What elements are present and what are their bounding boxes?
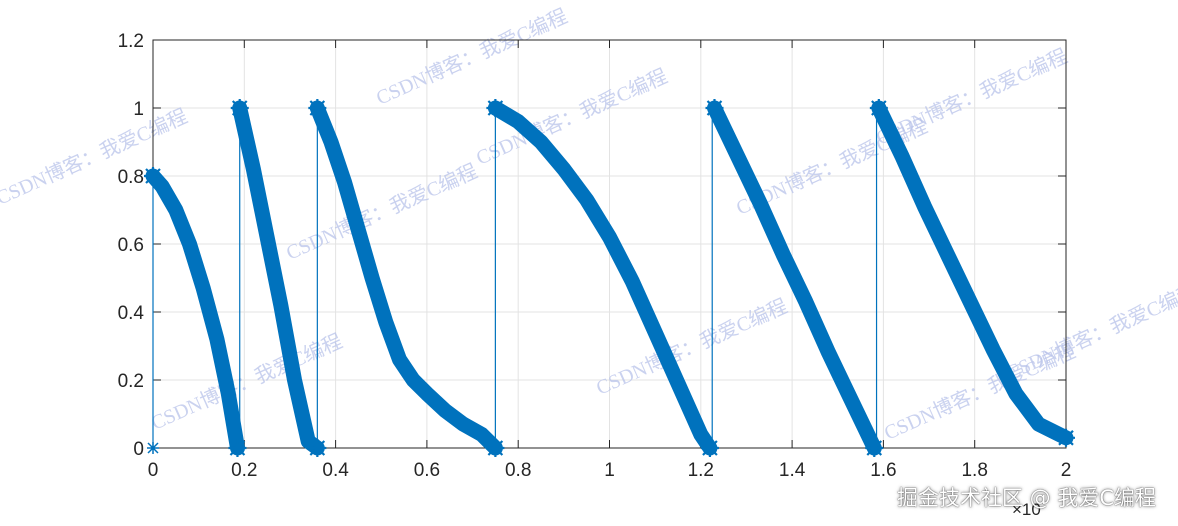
series bbox=[144, 99, 1075, 457]
series-segment bbox=[871, 100, 1074, 446]
y-tick-label: 1 bbox=[133, 99, 144, 120]
series-segment bbox=[487, 100, 718, 456]
series-segment bbox=[309, 100, 503, 456]
star-marker bbox=[308, 439, 327, 457]
star-marker bbox=[1057, 428, 1075, 447]
series-segment bbox=[232, 100, 325, 456]
star-marker bbox=[144, 167, 162, 185]
star-marker bbox=[869, 99, 888, 117]
star-marker bbox=[486, 99, 505, 117]
x-tick-label: 1.6 bbox=[870, 460, 896, 481]
star-marker bbox=[228, 439, 247, 457]
y-tick-label: 1.2 bbox=[118, 31, 144, 52]
x-tick-label: 0.4 bbox=[322, 460, 349, 481]
x-tick-label: 0.6 bbox=[414, 460, 440, 481]
x-tick-label: 1 bbox=[604, 460, 615, 481]
x-tick-label: 0.2 bbox=[231, 460, 257, 481]
ticks: 0 0.2 0.4 0.6 0.8 1 1.2 1.4 1.6 1.8 2 0 0.2 0.4 0.6 0.8… bbox=[118, 31, 1072, 481]
y-tick-label: 0.6 bbox=[118, 235, 144, 256]
y-tick-label: 0.2 bbox=[118, 371, 144, 392]
series-segment bbox=[707, 100, 882, 456]
x-axis-exponent-label: ×10 bbox=[1012, 500, 1041, 519]
star-marker bbox=[486, 439, 505, 457]
y-tick-label: 0.8 bbox=[118, 167, 144, 188]
star-marker bbox=[700, 439, 719, 457]
star-marker bbox=[308, 99, 327, 117]
origin-marker bbox=[147, 442, 159, 454]
x-tick-label: 1.4 bbox=[779, 460, 806, 481]
x-tick-label: 1.8 bbox=[961, 460, 987, 481]
x-tick-label: 2 bbox=[1061, 460, 1072, 481]
series-segment bbox=[145, 168, 245, 456]
x-tick-label: 0.8 bbox=[505, 460, 531, 481]
x-tick-label: 1.2 bbox=[688, 460, 714, 481]
star-marker bbox=[230, 99, 249, 117]
star-marker bbox=[865, 439, 884, 457]
footer-watermark: 掘金技术社区 @ 我爱C编程 bbox=[896, 486, 1156, 510]
y-tick-label: 0 bbox=[133, 439, 144, 460]
star-marker bbox=[705, 99, 724, 117]
x-tick-label: 0 bbox=[148, 460, 159, 481]
y-tick-label: 0.4 bbox=[118, 303, 145, 324]
